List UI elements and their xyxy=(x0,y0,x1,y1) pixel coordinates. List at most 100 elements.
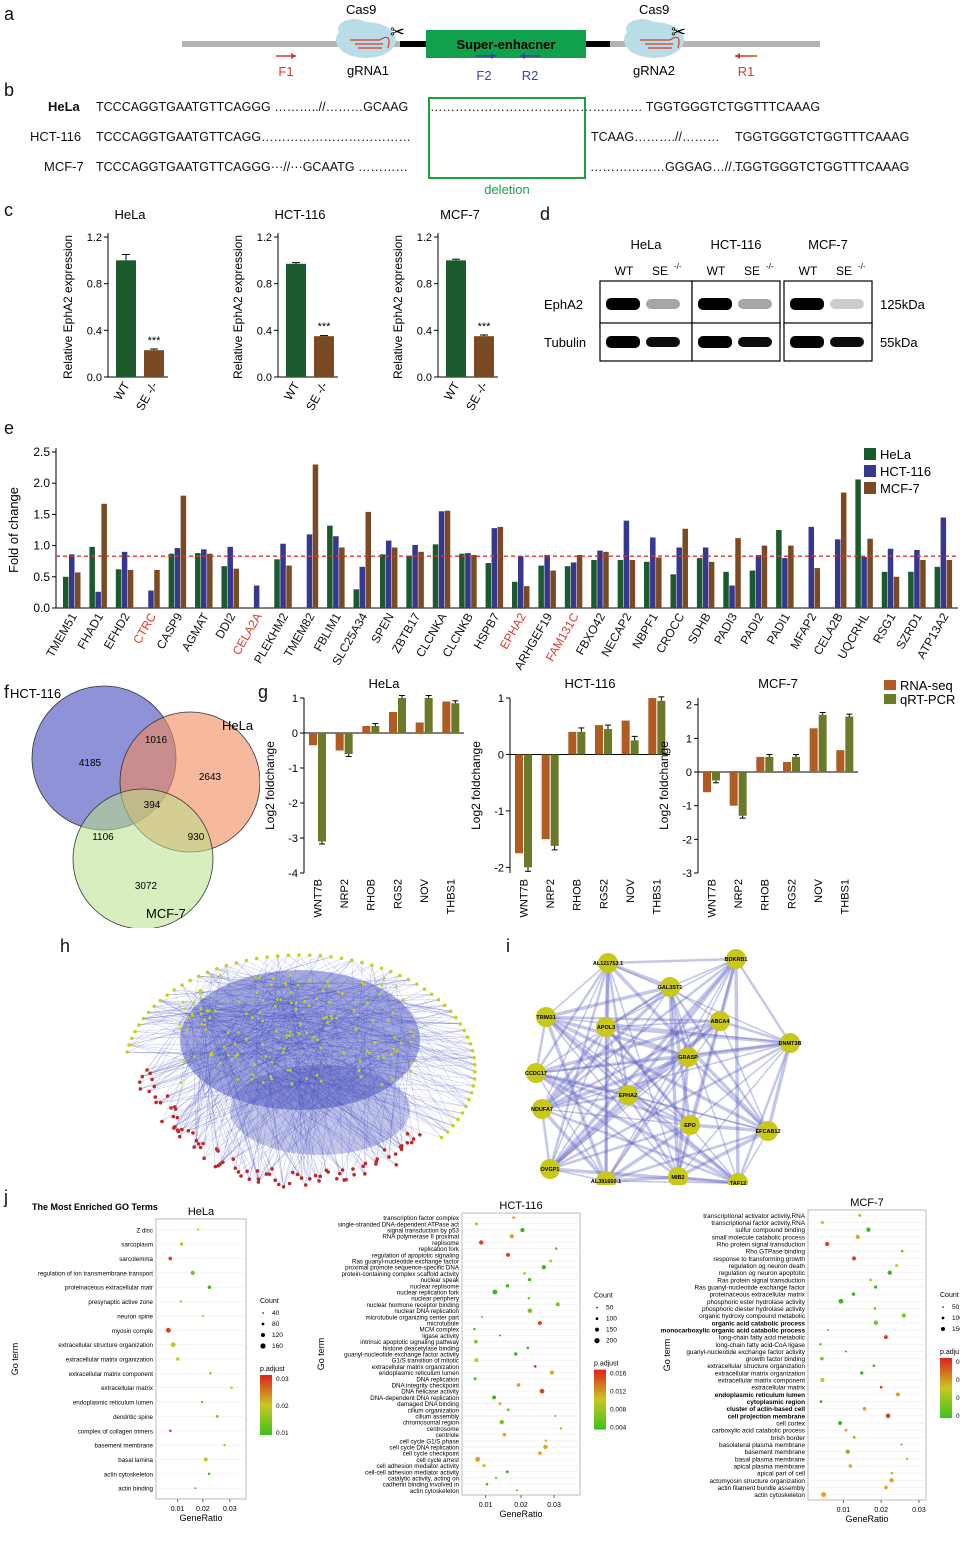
network-edge xyxy=(204,1024,366,1175)
network-i-node-label-2: GAL3ST1 xyxy=(658,985,683,991)
network-i-node-16 xyxy=(728,1173,748,1185)
network-edge xyxy=(317,1030,465,1041)
go-dot-hct-7 xyxy=(549,1259,553,1263)
network-node-outer-35 xyxy=(414,982,419,987)
network-edge xyxy=(201,1008,402,1146)
panel-f-venn: HCT-116 HeLa MCF-7 4185 2643 3072 1016 1… xyxy=(10,685,260,928)
network-edge xyxy=(236,962,278,1000)
network-node-inner-58 xyxy=(286,1068,290,1072)
network-node-inner-136 xyxy=(330,1017,334,1021)
panel-e-bar-HSPB7-1 xyxy=(491,528,498,608)
network-node-inner-63 xyxy=(261,1081,265,1084)
go-term-hct-3: RNA polymerase II proximal xyxy=(382,1234,459,1241)
network-node-inner-29 xyxy=(272,977,276,980)
network-edge xyxy=(200,990,217,1150)
network-node-inner-84 xyxy=(329,1014,333,1018)
network-i-node-1 xyxy=(726,949,746,969)
network-edge xyxy=(363,984,366,1174)
go-term-hct-12: nuclear replication fork xyxy=(397,1290,460,1297)
network-edge xyxy=(127,1010,216,1053)
network-node-red-24 xyxy=(337,1171,342,1176)
network-node-inner-134 xyxy=(236,1077,240,1081)
network-node-red-40 xyxy=(270,1167,274,1171)
network-node-red-36 xyxy=(287,1181,292,1186)
go-dot-mcf-15 xyxy=(873,1320,879,1326)
network-node-red-61 xyxy=(198,1145,203,1150)
panel-e-bar-PADI3-1 xyxy=(729,585,735,608)
network-node-inner-47 xyxy=(210,1051,214,1055)
go-dot-mcf-39 xyxy=(821,1492,827,1498)
panel-e-bar-PADI1-0 xyxy=(776,530,782,608)
go-dot-hct-18 xyxy=(473,1328,476,1331)
go-term-mcf-9: Ras protein signal transduction xyxy=(717,1277,805,1284)
go-dot-hct-20 xyxy=(474,1339,478,1344)
seq-hela-left: TCCCAGGTGAATGTTCAGGG ………..//………GCAAG xyxy=(96,100,409,114)
network-edge xyxy=(179,1028,259,1183)
network-edge xyxy=(173,976,213,1117)
panel-g-bar-0-5-1 xyxy=(451,703,460,733)
panel-g-bar-2-0-0 xyxy=(703,772,711,793)
network-i-edge xyxy=(607,957,737,965)
network-node-outer-33 xyxy=(398,973,402,978)
go-count-title-hct: Count xyxy=(594,1293,613,1300)
network-node-outer-49 xyxy=(473,1070,477,1074)
go-count-label-hct-3: 200 xyxy=(606,1338,617,1345)
network-node-red-67 xyxy=(180,1127,184,1132)
go-term-hela-16: basal lamina xyxy=(118,1457,153,1464)
network-edge xyxy=(275,1005,467,1107)
go-dot-hct-29 xyxy=(492,1395,497,1400)
network-edge xyxy=(190,980,323,992)
network-edge xyxy=(148,1020,205,1092)
go-term-hct-42: catalytic activity, acting on xyxy=(388,1475,460,1482)
network-core-lower xyxy=(230,1065,410,1155)
network-edge xyxy=(160,1000,291,1071)
network-edge xyxy=(258,1037,395,1183)
go-dot-hela-4 xyxy=(207,1285,212,1289)
network-node-inner-75 xyxy=(199,1007,203,1010)
network-edge xyxy=(287,1069,385,1151)
network-edge xyxy=(201,960,247,1025)
network-node-inner-73 xyxy=(288,974,292,977)
network-edge xyxy=(234,955,278,1045)
go-xticklabel-mcf-0: 0.01 xyxy=(837,1507,851,1514)
panel-g-ticklabel-2-5: -3 xyxy=(682,868,692,880)
network-node-outer-27 xyxy=(339,956,344,961)
go-term-hela-12: endoplasmic reticulum lumen xyxy=(73,1400,154,1407)
go-term-hct-11: nuclear replisome xyxy=(410,1283,459,1290)
network-i-edge xyxy=(668,986,680,1178)
network-edge xyxy=(327,981,456,1018)
panel-e-bar-PLEKHM2-1 xyxy=(280,543,286,608)
panel-g-bar-1-0-1 xyxy=(524,754,532,868)
network-edge xyxy=(200,997,475,1080)
network-edge xyxy=(207,972,284,1049)
network-edge xyxy=(186,1029,472,1094)
network-node-inner-113 xyxy=(178,1023,182,1026)
network-edge xyxy=(309,980,470,1100)
network-edge xyxy=(160,1056,379,1103)
blot-lane-wt-2: WT xyxy=(799,264,818,278)
network-node-inner-1 xyxy=(412,1034,415,1038)
go-term-hela-14: complex of collagen trimers xyxy=(78,1428,153,1435)
panel-e-bar-ATP13A2-0 xyxy=(934,566,941,608)
network-edge xyxy=(204,1020,471,1045)
go-dot-mcf-6 xyxy=(851,1256,856,1261)
panel-g-bar-2-2-1 xyxy=(765,756,774,773)
panel-c-ticklabel-2-1: 0.8 xyxy=(417,279,432,291)
network-edge xyxy=(263,1082,343,1171)
panel-g-xlabel-2-4: NOV xyxy=(813,878,825,903)
network-edge xyxy=(239,959,352,1003)
go-dot-mcf-10 xyxy=(873,1285,878,1289)
panel-g-xlabel-0-0: WNT7B xyxy=(312,879,324,918)
network-edge xyxy=(238,1006,276,1173)
panel-c-ticklabel-0-0: 1.2 xyxy=(87,232,102,244)
panel-c-xlabel-2-1: SE -/- xyxy=(463,380,490,411)
panel-g-bar-2-3-1 xyxy=(792,756,800,773)
panel-g-bar-1-5-0 xyxy=(648,698,657,755)
network-node-inner-36 xyxy=(391,1077,395,1081)
network-node-inner-91 xyxy=(297,1032,301,1035)
network-i-edge xyxy=(605,1026,629,1096)
network-node-inner-112 xyxy=(274,1004,277,1008)
go-padj-bar-hct xyxy=(594,1369,606,1430)
panel-g-ticklabel-2-4: -2 xyxy=(682,834,692,846)
panel-c-sig-1: *** xyxy=(318,321,332,333)
